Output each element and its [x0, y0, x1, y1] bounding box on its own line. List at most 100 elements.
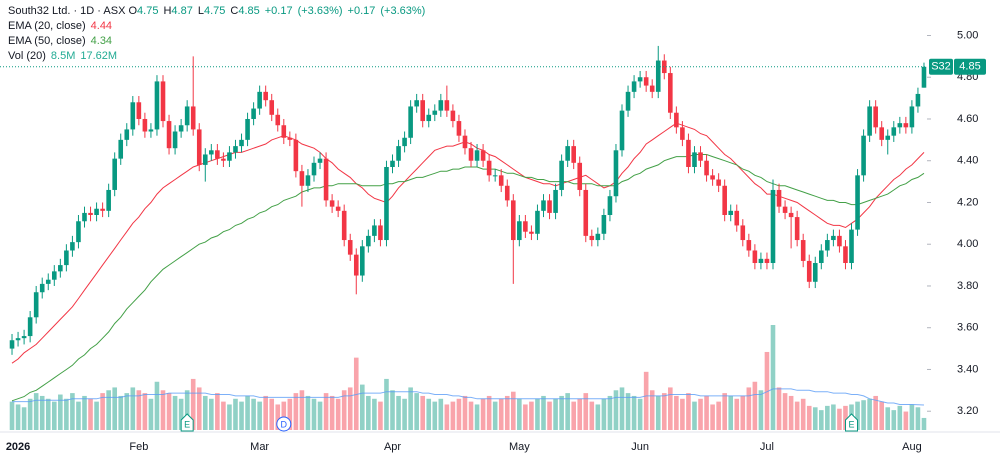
- volume-ma-line: [12, 388, 925, 406]
- candle-body: [770, 189, 776, 264]
- y-tick-label: 4.40: [957, 155, 978, 167]
- volume-bar: [625, 393, 631, 430]
- volume-bar: [812, 407, 818, 430]
- candle-body: [631, 81, 637, 92]
- volume-bar: [51, 401, 57, 430]
- ohlc-key: L: [197, 5, 204, 17]
- candle-body: [831, 235, 836, 241]
- volume-bar: [353, 357, 359, 430]
- candle-body: [335, 206, 341, 211]
- candle-body: [788, 212, 794, 218]
- symbol-tag: [929, 58, 953, 75]
- volume-bar: [154, 381, 160, 430]
- volume-bar: [196, 387, 202, 430]
- indicator-name: EMA (50, close): [8, 35, 86, 47]
- x-tick-label: Apr: [384, 441, 401, 453]
- indicator-value: 8.5M: [50, 50, 76, 62]
- volume-bar: [619, 387, 625, 430]
- change: +0.17: [264, 5, 293, 17]
- candle-body: [281, 125, 287, 138]
- x-tick-label: Aug: [902, 441, 922, 453]
- candle-body: [353, 254, 359, 276]
- candle-body: [100, 208, 105, 211]
- volume-bar: [329, 395, 335, 430]
- candle-body: [438, 100, 444, 111]
- candle-body: [299, 171, 305, 186]
- volume-bar: [885, 407, 891, 430]
- volume-bar: [517, 398, 522, 430]
- volume-bar: [82, 395, 87, 430]
- volume-bar: [559, 395, 564, 430]
- volume-bar: [184, 390, 190, 430]
- y-tick-label: 4.00: [957, 238, 978, 250]
- volume-bar: [444, 404, 450, 430]
- candle-body: [239, 139, 244, 147]
- volume-bar: [601, 398, 607, 430]
- candle-body: [698, 152, 703, 161]
- candle-body: [58, 265, 63, 272]
- volume-bar: [698, 398, 703, 430]
- volume-bar: [112, 387, 117, 430]
- volume-bar: [879, 401, 885, 430]
- symbol-tag-label: S32: [931, 61, 951, 73]
- volume-bar: [190, 378, 196, 430]
- candle-body: [541, 200, 546, 211]
- candle-body: [553, 189, 558, 213]
- volume-bar: [631, 395, 637, 430]
- candle-body: [517, 221, 522, 241]
- candle-body: [897, 123, 903, 128]
- candle-body: [571, 146, 576, 163]
- volume-bar: [843, 405, 848, 430]
- candle-body: [420, 100, 426, 122]
- candle-body: [758, 258, 764, 264]
- ema-line: [11, 154, 925, 402]
- candle-body: [523, 221, 528, 232]
- candle-body: [468, 148, 474, 161]
- volume-bar: [293, 393, 299, 430]
- candle-body: [27, 317, 33, 337]
- volume-bar: [21, 407, 27, 430]
- y-tick-label: 5.00: [957, 29, 978, 41]
- candle-body: [251, 108, 256, 119]
- candle-body: [861, 135, 866, 176]
- candle-body: [843, 246, 848, 264]
- volume-bar: [764, 351, 770, 430]
- volume-bar: [426, 398, 432, 430]
- volume-bar: [710, 404, 715, 430]
- volume-bar: [891, 410, 897, 430]
- volume-bar: [215, 393, 220, 430]
- candle-body: [293, 139, 299, 172]
- candle-body: [837, 235, 842, 247]
- volume-bar: [166, 393, 172, 430]
- volume-bar: [39, 395, 45, 430]
- volume-bar: [341, 390, 347, 430]
- candle-body: [903, 123, 909, 128]
- volume-bar: [794, 401, 800, 430]
- candle-body: [94, 208, 99, 215]
- volume-bar: [257, 401, 262, 430]
- candle-body: [76, 221, 81, 243]
- indicator-value: 17.62M: [80, 50, 118, 62]
- y-tick-label: 3.40: [957, 363, 978, 375]
- volume-bar: [692, 401, 697, 430]
- candle-body: [112, 158, 117, 190]
- candle-body: [510, 200, 516, 241]
- y-tick-label: 3.80: [957, 280, 978, 292]
- candle-body: [82, 212, 87, 222]
- ohlc-key: H: [163, 5, 172, 17]
- candle-body: [776, 189, 782, 207]
- volume-bar: [323, 393, 329, 430]
- candle-body: [619, 110, 625, 151]
- candle-body: [311, 162, 317, 176]
- volume-bar: [269, 398, 275, 430]
- volume-bar: [903, 411, 909, 430]
- volume-bar: [571, 401, 576, 430]
- candle-body: [130, 102, 136, 130]
- volume-bar: [414, 393, 419, 430]
- candle-body: [39, 283, 45, 293]
- candle-body: [221, 158, 226, 161]
- candle-body: [849, 229, 854, 264]
- candle-body: [154, 81, 160, 130]
- volume-bar: [565, 393, 570, 430]
